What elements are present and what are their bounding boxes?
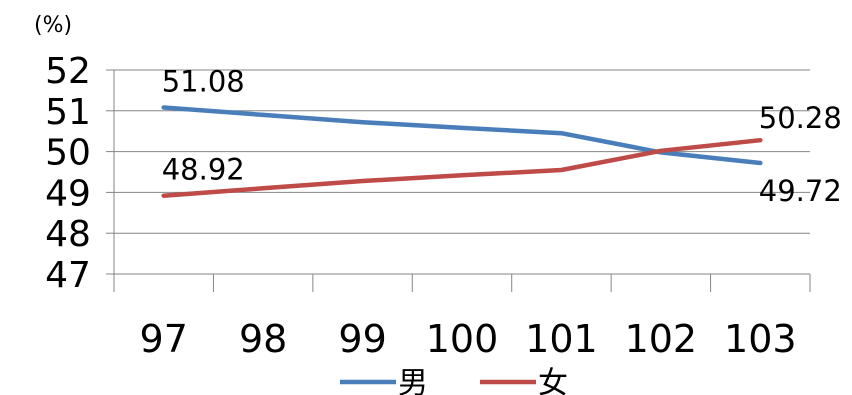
- y-tick-label: 47: [45, 255, 91, 296]
- y-tick-label: 51: [45, 92, 91, 133]
- series-layer: [161, 105, 763, 198]
- data-label: 50.28: [759, 101, 842, 135]
- y-tick-label: 49: [45, 173, 91, 214]
- x-tick-label: 102: [625, 317, 698, 361]
- legend-label: 女: [538, 366, 568, 395]
- data-labels: 51.08 49.72 48.92 50.28: [162, 65, 842, 208]
- y-tick-label: 48: [45, 214, 91, 255]
- x-tick-label: 100: [426, 317, 499, 361]
- x-tick-label: 98: [239, 317, 287, 361]
- x-tick-label: 97: [140, 317, 188, 361]
- series-line-0: [161, 105, 763, 166]
- x-tick-label: 103: [724, 317, 797, 361]
- data-label: 49.72: [759, 174, 842, 208]
- series-line-1: [161, 137, 763, 198]
- y-tick-label: 52: [45, 51, 91, 92]
- legend-label: 男: [398, 366, 428, 395]
- x-tick-label: 101: [525, 317, 598, 361]
- y-axis-label: (%): [34, 13, 72, 38]
- x-tick-label: 99: [338, 317, 386, 361]
- data-label: 48.92: [162, 153, 245, 187]
- data-label: 51.08: [162, 65, 245, 99]
- legend: 男女: [340, 366, 568, 395]
- y-tick-label: 50: [45, 133, 91, 174]
